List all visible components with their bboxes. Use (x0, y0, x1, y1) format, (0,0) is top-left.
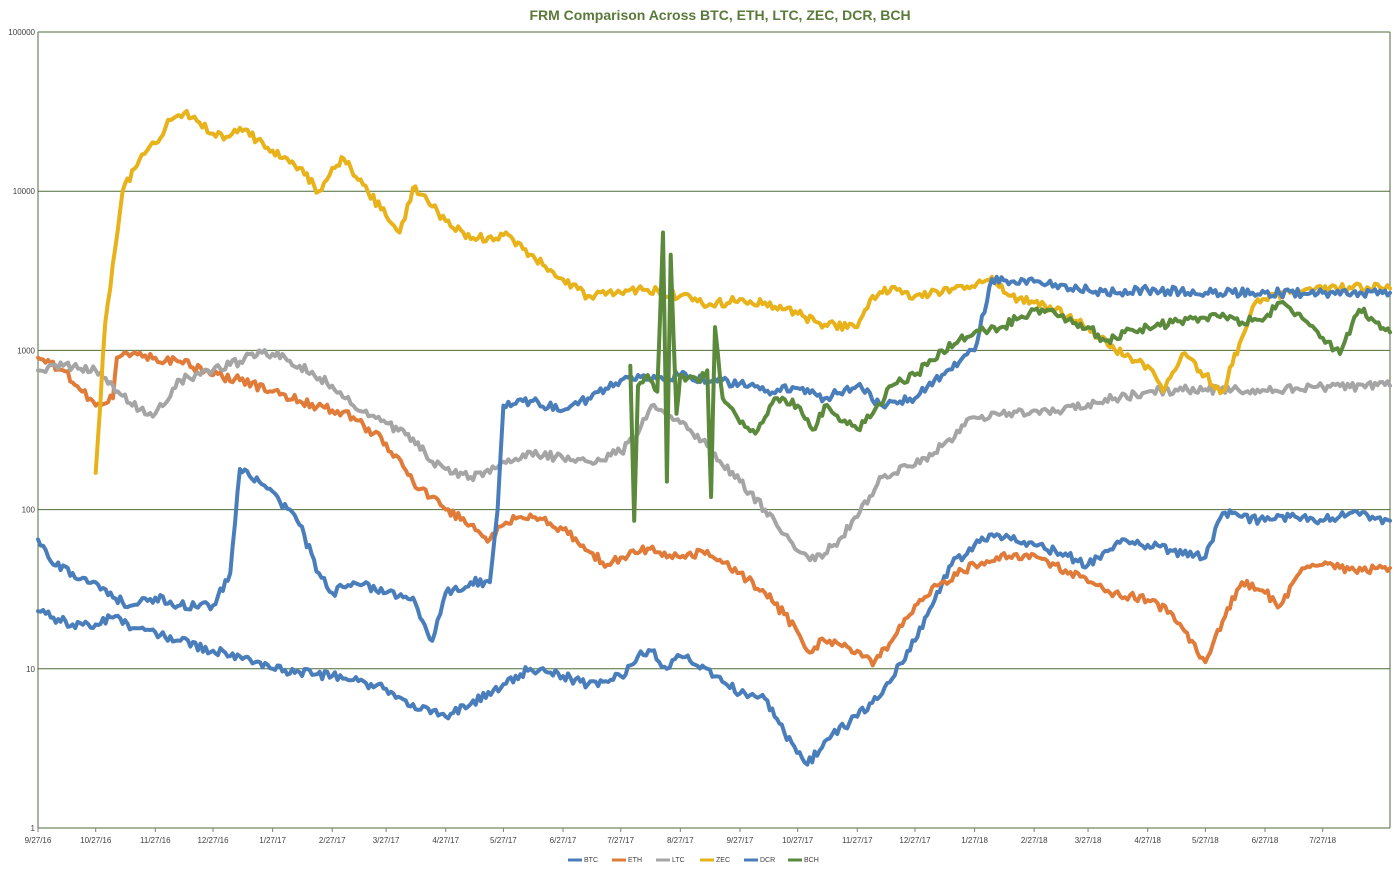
x-tick-label: 7/27/18 (1309, 836, 1336, 845)
x-tick-label: 9/27/17 (727, 836, 754, 845)
x-tick-label: 12/27/17 (899, 836, 931, 845)
legend: BTC ETH LTC ZEC DCR BCH (568, 857, 819, 864)
legend-label-eth: ETH (628, 857, 642, 864)
series-line-zec (93, 109, 1392, 475)
series-line-eth (36, 350, 1392, 668)
x-tick-label: 5/27/17 (490, 836, 517, 845)
x-tick-label: 9/27/16 (25, 836, 52, 845)
x-axis: 9/27/16 10/27/16 11/27/16 12/27/16 1/27/17 2/… (25, 828, 1337, 845)
x-tick-label: 12/27/16 (197, 836, 229, 845)
x-tick-label: 10/27/16 (80, 836, 112, 845)
x-tick-label: 7/27/17 (607, 836, 634, 845)
legend-label-ltc: LTC (672, 857, 685, 864)
x-tick-label: 4/27/18 (1134, 836, 1161, 845)
legend-label-dcr: DCR (760, 857, 775, 864)
y-tick-label: 100000 (8, 28, 35, 37)
series-line-btc (36, 508, 1392, 767)
x-tick-label: 5/27/18 (1192, 836, 1219, 845)
x-tick-label: 1/27/17 (259, 836, 286, 845)
x-tick-label: 11/27/16 (140, 836, 171, 845)
legend-label-bch: BCH (804, 857, 819, 864)
x-tick-label: 6/27/17 (550, 836, 577, 845)
series-line-bch (628, 230, 1392, 523)
x-tick-label: 3/27/17 (373, 836, 400, 845)
x-tick-label: 8/27/17 (667, 836, 694, 845)
y-tick-label: 10000 (13, 187, 36, 196)
y-axis: 1 10 100 1000 10000 100000 (8, 28, 1391, 833)
y-tick-label: 100 (22, 506, 36, 515)
x-tick-label: 1/27/18 (961, 836, 988, 845)
x-tick-label: 2/27/17 (319, 836, 346, 845)
y-tick-label: 10 (26, 665, 35, 674)
legend-label-btc: BTC (584, 857, 598, 864)
x-tick-label: 6/27/18 (1252, 836, 1279, 845)
x-tick-label: 4/27/17 (432, 836, 459, 845)
chart-title: FRM Comparison Across BTC, ETH, LTC, ZEC… (529, 7, 910, 23)
x-tick-label: 11/27/17 (842, 836, 873, 845)
x-tick-label: 3/27/18 (1075, 836, 1102, 845)
y-tick-label: 1000 (17, 346, 35, 355)
x-tick-label: 10/27/17 (782, 836, 814, 845)
legend-label-zec: ZEC (716, 857, 730, 864)
series-lines (36, 109, 1392, 767)
x-tick-label: 2/27/18 (1021, 836, 1048, 845)
y-tick-label: 1 (31, 824, 36, 833)
